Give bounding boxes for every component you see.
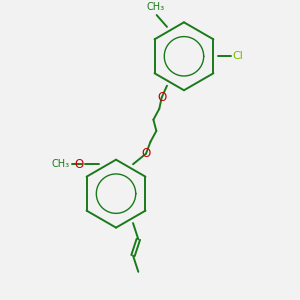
Text: O: O	[75, 158, 84, 171]
Text: O: O	[141, 147, 151, 160]
Text: Cl: Cl	[232, 51, 243, 61]
Text: CH₃: CH₃	[52, 159, 70, 169]
Text: O: O	[157, 91, 166, 104]
Text: CH₃: CH₃	[146, 2, 164, 11]
